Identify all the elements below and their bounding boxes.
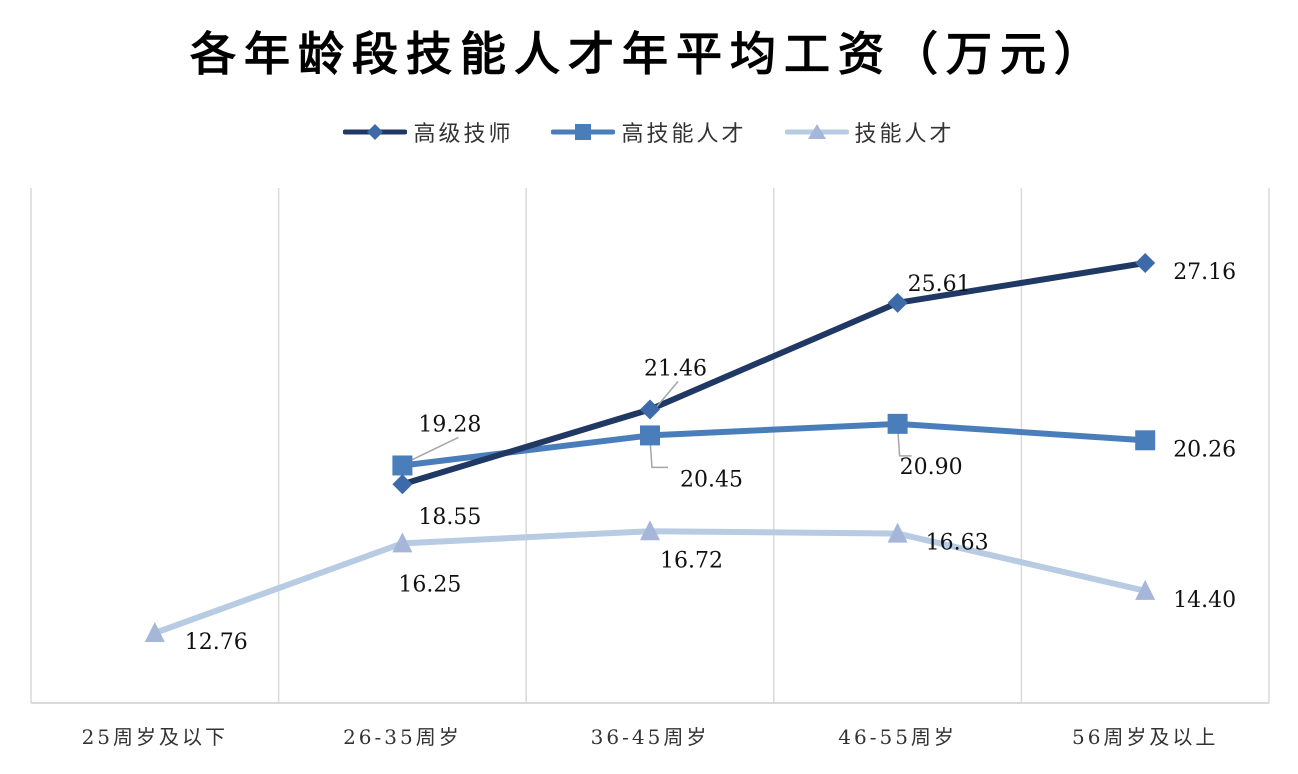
triangle-marker-icon <box>1135 579 1156 600</box>
triangle-marker-icon <box>784 124 849 139</box>
data-label: 18.55 <box>418 505 481 530</box>
leader-lines <box>404 380 912 469</box>
chart-title: 各年龄段技能人才年平均工资（万元） <box>190 27 1108 81</box>
leader-line <box>896 425 912 457</box>
series-line <box>151 528 1149 636</box>
diamond-marker-icon <box>343 124 408 140</box>
square-marker-icon <box>640 425 660 446</box>
data-label: 27.16 <box>1173 260 1236 285</box>
legend: 高级技师 高技能人才 技能人才 <box>0 116 1298 148</box>
x-axis-labels: 25周岁及以下 26-35周岁 36-45周岁 46-55周岁 56周岁及以上 <box>82 725 1218 749</box>
data-label: 20.90 <box>900 455 963 480</box>
legend-label: 高级技师 <box>413 122 514 147</box>
data-label: 25.61 <box>908 272 971 297</box>
data-label: 16.72 <box>660 548 723 573</box>
data-label: 14.40 <box>1173 588 1236 613</box>
leader-line <box>649 439 668 469</box>
legend-label: 技能人才 <box>854 122 955 147</box>
square-marker-icon <box>392 455 413 476</box>
data-label: 12.76 <box>185 630 248 655</box>
x-tick-label: 56周岁及以上 <box>1072 725 1218 749</box>
legend-item-skilled: 技能人才 <box>784 116 955 148</box>
square-marker-icon <box>551 124 616 140</box>
legend-item-senior-technician: 高级技师 <box>343 116 513 148</box>
data-label: 16.63 <box>926 531 989 556</box>
series-markers <box>144 253 1156 642</box>
data-labels: 18.55 21.46 25.61 27.16 19.28 20.45 20.90 20.26… <box>185 260 1236 655</box>
data-label: 21.46 <box>644 356 707 381</box>
leader-line <box>404 436 459 465</box>
diamond-marker-icon <box>640 399 660 420</box>
x-tick-label: 26-35周岁 <box>343 725 462 749</box>
series-line <box>399 420 1149 469</box>
triangle-marker-icon <box>887 522 908 543</box>
square-marker-icon <box>1135 430 1156 451</box>
legend-label: 高技能人才 <box>621 122 747 147</box>
triangle-marker-icon <box>640 520 660 541</box>
triangle-marker-icon <box>392 532 413 553</box>
diamond-marker-icon <box>887 292 908 313</box>
x-tick-label: 25周岁及以下 <box>82 725 228 749</box>
data-label: 19.28 <box>418 412 481 437</box>
square-marker-icon <box>887 413 908 434</box>
data-label: 20.45 <box>680 467 743 492</box>
data-label: 20.26 <box>1173 437 1236 462</box>
triangle-marker-icon <box>144 622 165 642</box>
x-tick-label: 36-45周岁 <box>591 725 710 749</box>
leader-line <box>655 380 679 408</box>
diamond-marker-icon <box>392 474 413 495</box>
x-tick-label: 46-55周岁 <box>838 725 957 749</box>
legend-item-high-skill: 高技能人才 <box>551 116 746 148</box>
series-line <box>399 260 1149 488</box>
diamond-marker-icon <box>1135 253 1156 273</box>
data-label: 16.25 <box>398 572 461 597</box>
